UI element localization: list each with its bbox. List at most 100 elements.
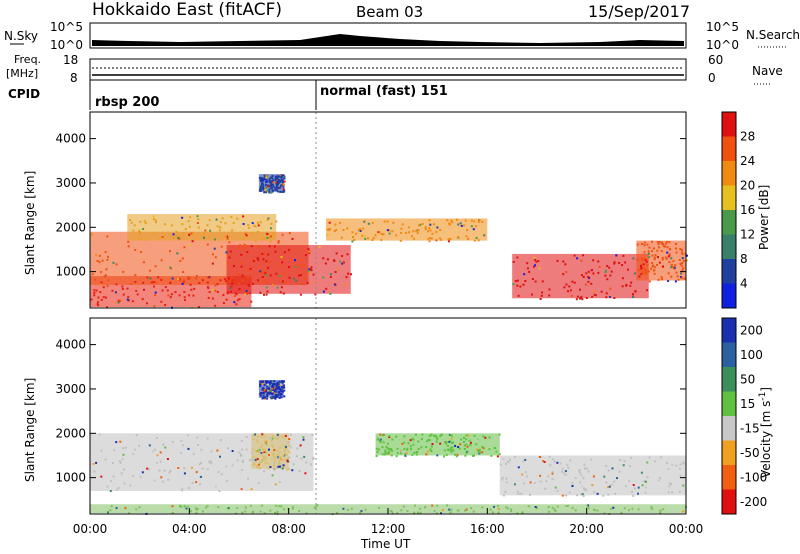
power-speck: [276, 177, 279, 180]
power-speck: [604, 274, 607, 277]
velocity-speck: [283, 384, 285, 387]
power-speck: [570, 294, 573, 297]
power-speck: [164, 304, 166, 306]
power-speck: [283, 183, 285, 186]
power-speck: [670, 266, 673, 269]
power-speck: [630, 281, 633, 284]
velocity-speck: [629, 465, 632, 468]
velocity-speck: [379, 438, 382, 441]
power-speck: [431, 232, 434, 235]
power-speck: [220, 245, 223, 248]
power-speck: [556, 259, 559, 262]
power-speck: [416, 229, 419, 232]
power-region-3: [226, 245, 351, 294]
velocity-speck: [659, 509, 662, 512]
power-speck: [241, 279, 244, 282]
power-speck: [457, 236, 459, 239]
power-speck: [531, 278, 534, 280]
power-speck: [287, 248, 290, 251]
power-speck: [654, 254, 657, 257]
power-speck: [680, 249, 683, 251]
velocity-speck: [391, 438, 394, 441]
velocity-speck: [548, 510, 550, 513]
velocity-speck: [478, 451, 481, 454]
velocity-speck: [273, 380, 276, 383]
power-speck: [237, 282, 240, 285]
power-speck: [100, 281, 103, 284]
power-speck: [281, 174, 284, 177]
velocity-speck: [427, 450, 430, 453]
velocity-speck: [109, 480, 112, 483]
power-speck: [280, 256, 283, 258]
velocity-speck: [448, 433, 451, 436]
power-speck: [646, 289, 649, 292]
power-speck: [181, 282, 184, 285]
velocity-speck: [506, 507, 509, 510]
velocity-speck: [275, 504, 278, 507]
power-speck: [428, 219, 431, 222]
power-speck: [101, 259, 104, 262]
velocity-speck: [644, 480, 647, 483]
velocity-speck: [471, 454, 474, 457]
power-speck: [295, 279, 298, 282]
power-speck: [98, 261, 101, 264]
velocity-speck: [659, 511, 662, 514]
velocity-speck: [495, 450, 498, 453]
velocity-speck: [276, 510, 279, 513]
velocity-speck: [291, 469, 294, 472]
velocity-speck: [279, 465, 281, 468]
power-speck: [188, 277, 191, 280]
power-speck: [183, 296, 186, 299]
power-speck: [190, 288, 193, 291]
power-speck: [362, 227, 365, 230]
velocity-speck: [381, 453, 384, 456]
power-speck: [677, 278, 680, 281]
power-speck: [298, 274, 301, 277]
velocity-speck: [375, 447, 378, 450]
velocity-speck: [493, 505, 495, 508]
power-speck: [297, 247, 299, 250]
power-speck: [238, 288, 241, 291]
velocity-speck: [465, 508, 468, 511]
power-speck: [252, 258, 254, 261]
velocity-speck: [217, 506, 220, 509]
power-speck: [419, 223, 422, 226]
power-speck: [257, 279, 259, 282]
power-speck: [232, 222, 235, 224]
power-speck: [160, 259, 163, 262]
power-speck: [451, 221, 454, 224]
velocity-speck: [187, 447, 190, 450]
power-speck: [590, 282, 593, 285]
velocity-speck: [434, 435, 437, 437]
power-speck: [516, 256, 519, 259]
velocity-speck: [561, 467, 564, 470]
power-speck: [103, 275, 106, 278]
velocity-speck: [414, 433, 417, 436]
power-speck: [447, 240, 450, 243]
power-speck: [522, 283, 525, 286]
velocity-speck: [288, 468, 291, 471]
velocity-speck: [666, 462, 668, 465]
power-speck: [640, 267, 643, 270]
velocity-colorbar-swatch: [722, 367, 736, 392]
power-speck: [594, 294, 597, 297]
velocity-speck: [494, 447, 497, 449]
velocity-speck: [388, 434, 391, 437]
velocity-speck: [607, 493, 610, 496]
velocity-speck: [219, 439, 222, 442]
power-speck: [584, 283, 587, 286]
velocity-speck: [285, 454, 288, 457]
power-speck: [581, 298, 584, 301]
power-speck: [613, 297, 616, 299]
velocity-speck: [225, 465, 228, 468]
velocity-speck: [259, 383, 261, 386]
velocity-speck: [188, 486, 191, 489]
power-speck: [680, 272, 683, 275]
power-colorbar-tick-label: 8: [740, 252, 748, 266]
power-speck: [146, 276, 149, 279]
velocity-speck: [529, 493, 531, 496]
velocity-speck: [251, 451, 253, 454]
power-speck: [669, 247, 671, 250]
velocity-speck: [565, 505, 568, 507]
